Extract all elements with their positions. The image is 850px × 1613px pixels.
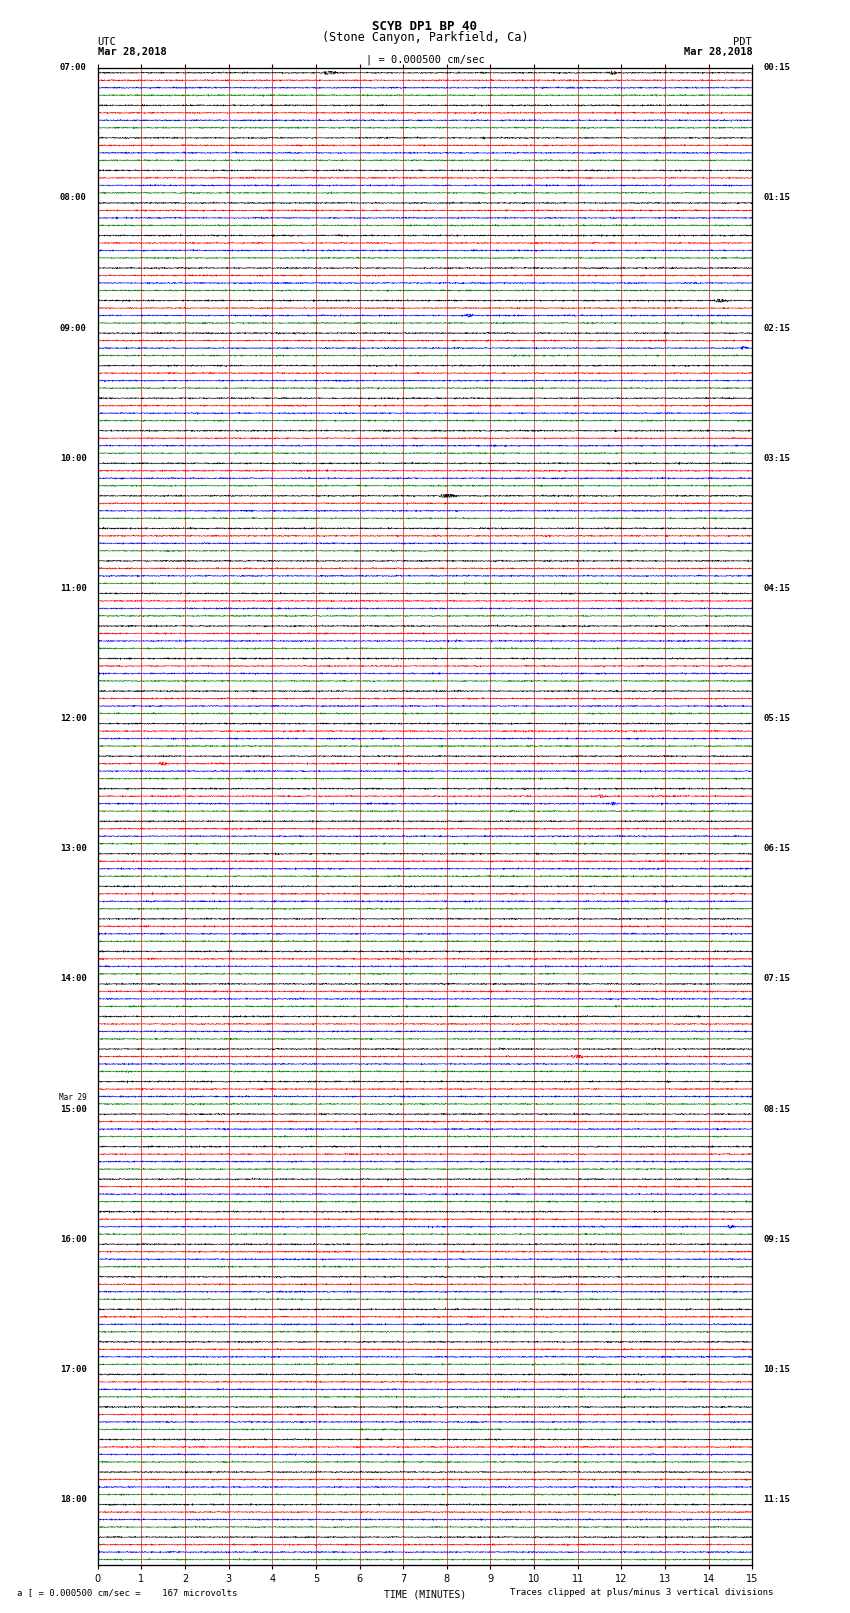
Text: 07:00: 07:00: [60, 63, 87, 73]
Text: 02:15: 02:15: [763, 324, 790, 332]
Text: 01:15: 01:15: [763, 194, 790, 202]
Text: 03:15: 03:15: [763, 453, 790, 463]
Text: 10:00: 10:00: [60, 453, 87, 463]
Text: 15:00: 15:00: [60, 1105, 87, 1113]
Text: Mar 28,2018: Mar 28,2018: [98, 47, 167, 56]
Text: Traces clipped at plus/minus 3 vertical divisions: Traces clipped at plus/minus 3 vertical …: [510, 1587, 774, 1597]
Text: 11:00: 11:00: [60, 584, 87, 594]
Text: 06:15: 06:15: [763, 844, 790, 853]
Text: (Stone Canyon, Parkfield, Ca): (Stone Canyon, Parkfield, Ca): [321, 31, 529, 44]
Text: 17:00: 17:00: [60, 1365, 87, 1374]
Text: 09:00: 09:00: [60, 324, 87, 332]
Text: 05:15: 05:15: [763, 715, 790, 723]
Text: Mar 28,2018: Mar 28,2018: [683, 47, 752, 56]
Text: 00:15: 00:15: [763, 63, 790, 73]
Text: 11:15: 11:15: [763, 1495, 790, 1503]
Text: a [ = 0.000500 cm/sec =    167 microvolts: a [ = 0.000500 cm/sec = 167 microvolts: [17, 1587, 237, 1597]
Text: 08:15: 08:15: [763, 1105, 790, 1113]
Text: PDT: PDT: [734, 37, 752, 47]
Text: Mar 29: Mar 29: [60, 1094, 87, 1102]
Text: | = 0.000500 cm/sec: | = 0.000500 cm/sec: [366, 55, 484, 66]
Text: SCYB DP1 BP 40: SCYB DP1 BP 40: [372, 19, 478, 34]
Text: 18:00: 18:00: [60, 1495, 87, 1503]
Text: UTC: UTC: [98, 37, 116, 47]
Text: 16:00: 16:00: [60, 1234, 87, 1244]
Text: 08:00: 08:00: [60, 194, 87, 202]
Text: 04:15: 04:15: [763, 584, 790, 594]
Text: 10:15: 10:15: [763, 1365, 790, 1374]
Text: 14:00: 14:00: [60, 974, 87, 984]
Text: 13:00: 13:00: [60, 844, 87, 853]
X-axis label: TIME (MINUTES): TIME (MINUTES): [384, 1589, 466, 1598]
Text: 09:15: 09:15: [763, 1234, 790, 1244]
Text: 07:15: 07:15: [763, 974, 790, 984]
Text: 12:00: 12:00: [60, 715, 87, 723]
